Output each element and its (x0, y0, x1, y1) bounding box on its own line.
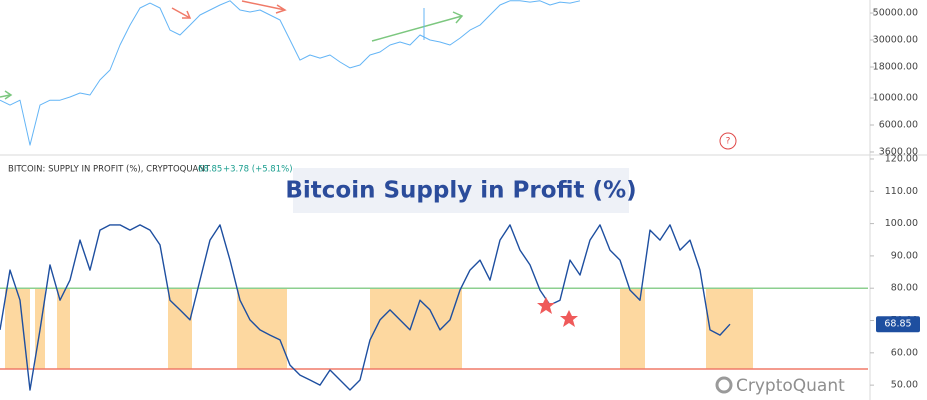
shaded-span (57, 288, 70, 369)
y-tick-label: 30000.00 (873, 35, 918, 46)
y-tick-label: 10000.00 (873, 93, 918, 104)
header-label: BITCOIN: SUPPLY IN PROFIT (%), CRYPTOQUA… (8, 165, 211, 175)
y-tick-label: 3600.00 (879, 146, 918, 157)
y-tick-label: 120.00 (885, 153, 918, 164)
y-tick-label: 18000.00 (873, 61, 918, 72)
y-tick-label: 100.00 (885, 218, 918, 229)
y-tick-label: 110.00 (885, 186, 918, 197)
chart-title: Bitcoin Supply in Profit (%) (285, 178, 636, 204)
y-tick-label: 50000.00 (873, 8, 918, 19)
watermark-icon (715, 376, 733, 394)
y-tick-label: 60.00 (891, 347, 918, 358)
y-tick-label: 90.00 (891, 250, 918, 261)
y-tick-label: 50.00 (891, 380, 918, 391)
last-value: 68.85 (198, 165, 222, 175)
y-tick-label: 6000.00 (879, 120, 918, 131)
annotations: ? (0, 0, 737, 327)
last-value-pill (876, 316, 920, 333)
shaded-span (370, 288, 462, 369)
shaded-span (237, 288, 287, 369)
last-value-label: 68.85 (884, 319, 911, 330)
svg-text:?: ? (726, 137, 731, 147)
shaded-span (168, 288, 192, 369)
watermark: CryptoQuant (736, 376, 845, 396)
y-tick-label: 80.00 (891, 283, 918, 294)
title-box (293, 168, 629, 213)
data-line (0, 0, 581, 146)
change-label: +3.78 (+5.81%) (223, 165, 293, 175)
shaded-span (620, 288, 645, 369)
data-line (0, 224, 731, 391)
shaded-span (706, 288, 753, 369)
